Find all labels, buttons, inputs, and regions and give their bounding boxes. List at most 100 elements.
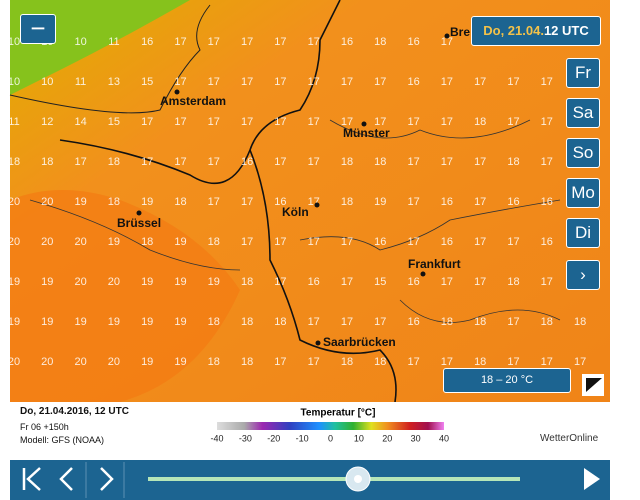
grid-value: 17 — [374, 316, 386, 328]
grid-value: 17 — [407, 236, 419, 248]
grid-value: 16 — [407, 276, 419, 288]
grid-value: 16 — [441, 236, 453, 248]
grid-value: 17 — [274, 276, 286, 288]
grid-value: 16 — [274, 196, 286, 208]
grid-value: 17 — [341, 316, 353, 328]
grid-value: 20 — [74, 356, 86, 368]
grid-value: 17 — [541, 116, 553, 128]
grid-value: 17 — [74, 156, 86, 168]
grid-value: 18 — [108, 156, 120, 168]
grid-value: 18 — [208, 356, 220, 368]
grid-value: 11 — [8, 116, 19, 128]
grid-value: 20 — [8, 196, 20, 208]
grid-value: 18 — [41, 156, 53, 168]
grid-value: 18 — [374, 156, 386, 168]
legend-ticks: -40 -30 -20 -10 0 10 20 30 40 — [210, 433, 449, 443]
grid-value: 18 — [541, 316, 553, 328]
grid-value: 19 — [141, 316, 153, 328]
grid-value: 16 — [541, 196, 553, 208]
day-button[interactable]: Sa — [566, 98, 600, 128]
grid-value: 15 — [141, 76, 153, 88]
grid-value: 17 — [174, 76, 186, 88]
grid-value: 18 — [507, 276, 519, 288]
grid-value: 18 — [341, 156, 353, 168]
grid-value: 16 — [141, 36, 153, 48]
day-button[interactable]: Fr — [566, 58, 600, 88]
grid-value: 16 — [341, 36, 353, 48]
day-button[interactable]: Mo — [566, 178, 600, 208]
grid-value: 11 — [108, 36, 119, 48]
grid-value: 17 — [441, 116, 453, 128]
grid-value: 17 — [574, 356, 586, 368]
grid-value: 18 — [341, 356, 353, 368]
info-date: Do, 21.04.2016, 12 UTC — [20, 406, 129, 417]
grid-value: 17 — [274, 116, 286, 128]
corner-icon — [586, 378, 602, 392]
info-model: Modell: GFS (NOAA) — [20, 435, 105, 445]
grid-value: 17 — [441, 76, 453, 88]
grid-value: 17 — [141, 116, 153, 128]
grid-value: 17 — [541, 156, 553, 168]
next-days-button[interactable]: › — [566, 260, 600, 290]
grid-value: 18 — [507, 156, 519, 168]
grid-value: 17 — [241, 236, 253, 248]
grid-value: 17 — [141, 156, 153, 168]
grid-value: 17 — [208, 196, 220, 208]
grid-value: 10 — [74, 36, 86, 48]
legend-tick-label: -20 — [267, 433, 280, 443]
grid-value: 17 — [341, 116, 353, 128]
grid-value: 16 — [541, 236, 553, 248]
city-dot — [314, 202, 320, 208]
grid-value: 20 — [8, 236, 20, 248]
grid-value: 17 — [274, 356, 286, 368]
prev-button[interactable] — [59, 467, 73, 491]
legend-tick-label: -40 — [210, 433, 223, 443]
grid-value: 17 — [441, 356, 453, 368]
legend-tick-label: 40 — [439, 433, 449, 443]
slider-track[interactable] — [148, 477, 520, 481]
grid-value: 15 — [108, 116, 120, 128]
city-dot — [361, 121, 367, 127]
city-dot — [174, 89, 180, 95]
date-badge: Do, 21.04.12 UTC — [471, 16, 601, 46]
grid-value: 18 — [208, 236, 220, 248]
first-button[interactable] — [22, 467, 41, 491]
grid-value: 19 — [74, 196, 86, 208]
grid-value: 20 — [41, 236, 53, 248]
grid-value: 18 — [208, 316, 220, 328]
grid-value: 14 — [74, 116, 86, 128]
city-label: Köln — [282, 205, 309, 219]
grid-value: 19 — [74, 316, 86, 328]
grid-value: 17 — [407, 156, 419, 168]
day-button[interactable]: Di — [566, 218, 600, 248]
legend-tick-label: 20 — [382, 433, 392, 443]
grid-value: 17 — [241, 36, 253, 48]
day-button[interactable]: So — [566, 138, 600, 168]
grid-value: 19 — [8, 276, 20, 288]
grid-value: 19 — [8, 316, 20, 328]
grid-value: 17 — [507, 356, 519, 368]
grid-value: 18 — [474, 356, 486, 368]
grid-value: 19 — [41, 276, 53, 288]
grid-value: 17 — [274, 36, 286, 48]
grid-value: 10 — [8, 76, 20, 88]
grid-value: 10 — [41, 76, 53, 88]
grid-value: 17 — [308, 36, 320, 48]
grid-value: 17 — [241, 116, 253, 128]
city-dot — [136, 210, 142, 216]
grid-value: 12 — [41, 116, 53, 128]
play-button[interactable] — [584, 468, 600, 490]
city-label: Bre — [450, 25, 470, 39]
legend-tick-label: 0 — [328, 433, 333, 443]
next-button[interactable] — [100, 467, 114, 491]
coastline — [9, 4, 211, 114]
grid-value: 20 — [108, 356, 120, 368]
city-dot — [315, 340, 321, 346]
grid-value: 17 — [174, 116, 186, 128]
grid-value: 17 — [241, 76, 253, 88]
grid-value: 17 — [474, 156, 486, 168]
grid-value: 17 — [274, 156, 286, 168]
grid-value: 17 — [441, 156, 453, 168]
zoom-out-button[interactable]: − — [20, 14, 56, 44]
